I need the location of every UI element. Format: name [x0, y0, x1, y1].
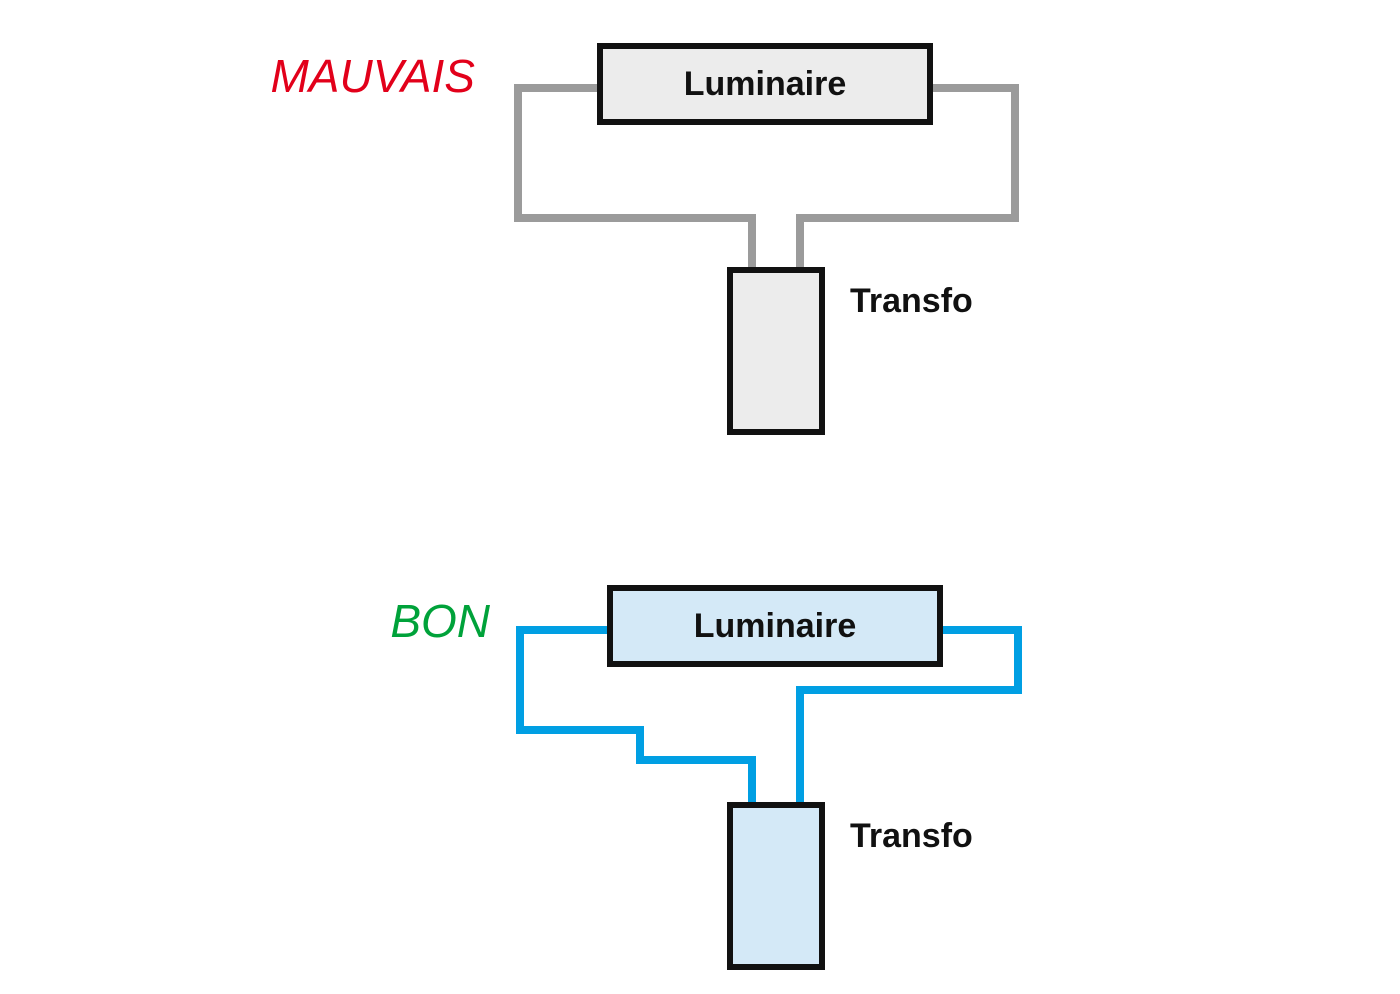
bad-luminaire-label: Luminaire: [684, 65, 846, 103]
bad-transfo-label: Transfo: [850, 282, 973, 320]
bad-heading: MAUVAIS: [270, 50, 475, 102]
good-luminaire-label: Luminaire: [694, 607, 856, 645]
good-transfo-label: Transfo: [850, 817, 973, 855]
good-heading: BON: [390, 595, 490, 647]
good-transfo-box: [730, 805, 822, 967]
bad-transfo-box: [730, 270, 822, 432]
